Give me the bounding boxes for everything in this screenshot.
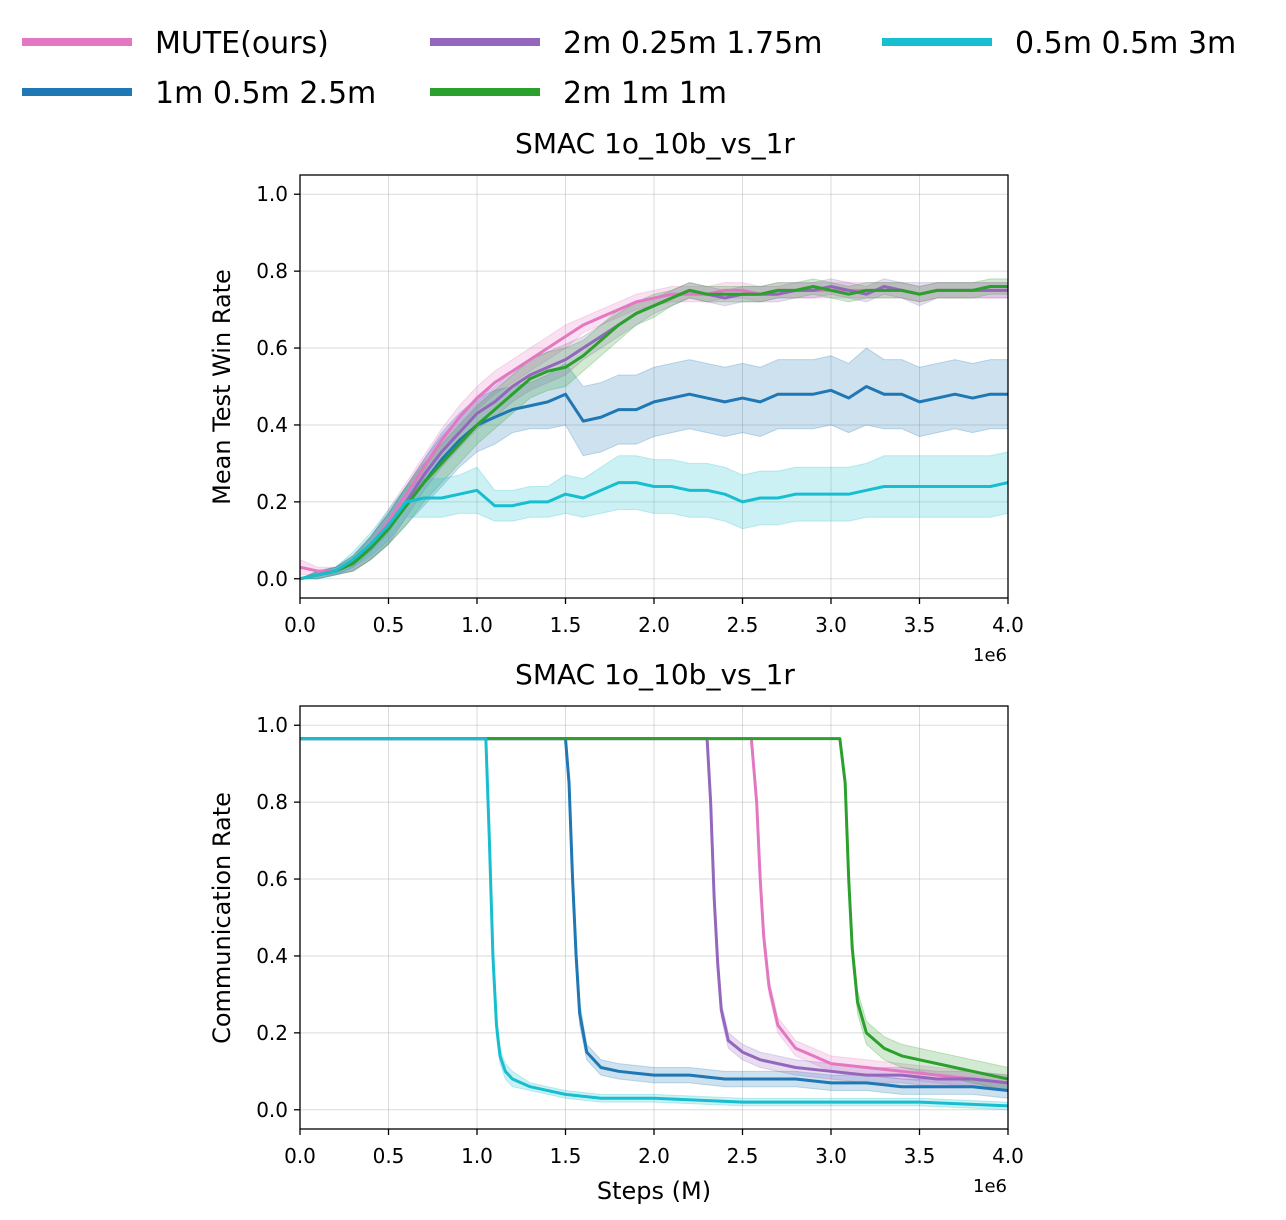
legend-label: 2m 1m 1m [563,76,727,111]
plot-area [300,737,1008,1111]
x-tick-label: 2.5 [727,613,759,637]
legend-label: 0.5m 0.5m 3m [1015,26,1236,61]
series-band [300,738,1008,1099]
y-tick-label: 0.8 [256,790,288,814]
x-tick-label: 1.0 [461,1144,493,1168]
x-tick-label: 2.0 [638,1144,670,1168]
y-tick-label: 0.0 [256,567,288,591]
x-tick-label: 0.5 [373,1144,405,1168]
x-tick-label: 0.0 [284,613,316,637]
y-tick-label: 0.4 [256,944,288,968]
x-axis-label: Steps (M) [597,1177,711,1205]
y-tick-label: 0.8 [256,259,288,283]
chart-title: SMAC 1o_10b_vs_1r [515,658,795,691]
series-line [300,285,1008,581]
x-tick-label: 0.0 [284,1144,316,1168]
y-axis-label: Communication Rate [208,792,236,1044]
x-offset-label: 1e6 [973,645,1007,666]
chart-title: SMAC 1o_10b_vs_1r [515,127,795,160]
axes-frame [299,705,1009,1130]
legend-entry: 1m 0.5m 2.5m [22,76,376,111]
y-tick-label: 0.6 [256,336,288,360]
y-tick-label: 0.4 [256,413,288,437]
legend-label: 1m 0.5m 2.5m [155,76,376,111]
x-tick-label: 1.5 [550,613,582,637]
y-tick-label: 1.0 [256,182,288,206]
legend-entry: 2m 0.25m 1.75m [430,26,822,61]
x-tick-label: 3.5 [904,1144,936,1168]
axes-frame [299,174,1009,599]
x-tick-label: 3.5 [904,613,936,637]
y-tick-label: 0.0 [256,1098,288,1122]
legend-label: 2m 0.25m 1.75m [563,26,822,61]
x-offset-label: 1e6 [973,1176,1007,1197]
x-tick-label: 2.0 [638,613,670,637]
y-tick-label: 0.2 [256,490,288,514]
x-tick-label: 1.0 [461,613,493,637]
series-line [300,737,1008,1093]
legend-entry: 2m 1m 1m [430,76,727,111]
legend: MUTE(ours) 1m 0.5m 2.5m 2m 0.25m 1.75m 2m 1… [22,26,1236,111]
x-tick-label: 0.5 [373,613,405,637]
communication-rate-chart: SMAC 1o_10b_vs_1r Communication Rate Ste… [208,658,1024,1205]
series-line [300,737,1008,1085]
legend-label: MUTE(ours) [155,26,329,61]
y-tick-label: 0.6 [256,867,288,891]
y-tick-label: 0.2 [256,1021,288,1045]
plot-area [300,278,1008,581]
series-line [300,737,1008,1108]
series-band [300,451,1008,580]
series-line [300,737,1008,1081]
series-line [300,737,1008,1085]
legend-entry: 0.5m 0.5m 3m [882,26,1236,61]
win-rate-chart: SMAC 1o_10b_vs_1r Mean Test Win Rate 1e6… [208,127,1024,666]
series-band [300,347,1008,580]
y-tick-label: 1.0 [256,713,288,737]
x-tick-label: 4.0 [992,1144,1024,1168]
x-tick-label: 3.0 [815,1144,847,1168]
series-line [300,481,1008,581]
series-band [300,738,1008,1111]
legend-entry: MUTE(ours) [22,26,329,61]
x-tick-label: 1.5 [550,1144,582,1168]
x-tick-label: 3.0 [815,613,847,637]
y-axis-label: Mean Test Win Rate [208,269,236,505]
x-tick-label: 4.0 [992,613,1024,637]
x-tick-label: 2.5 [727,1144,759,1168]
